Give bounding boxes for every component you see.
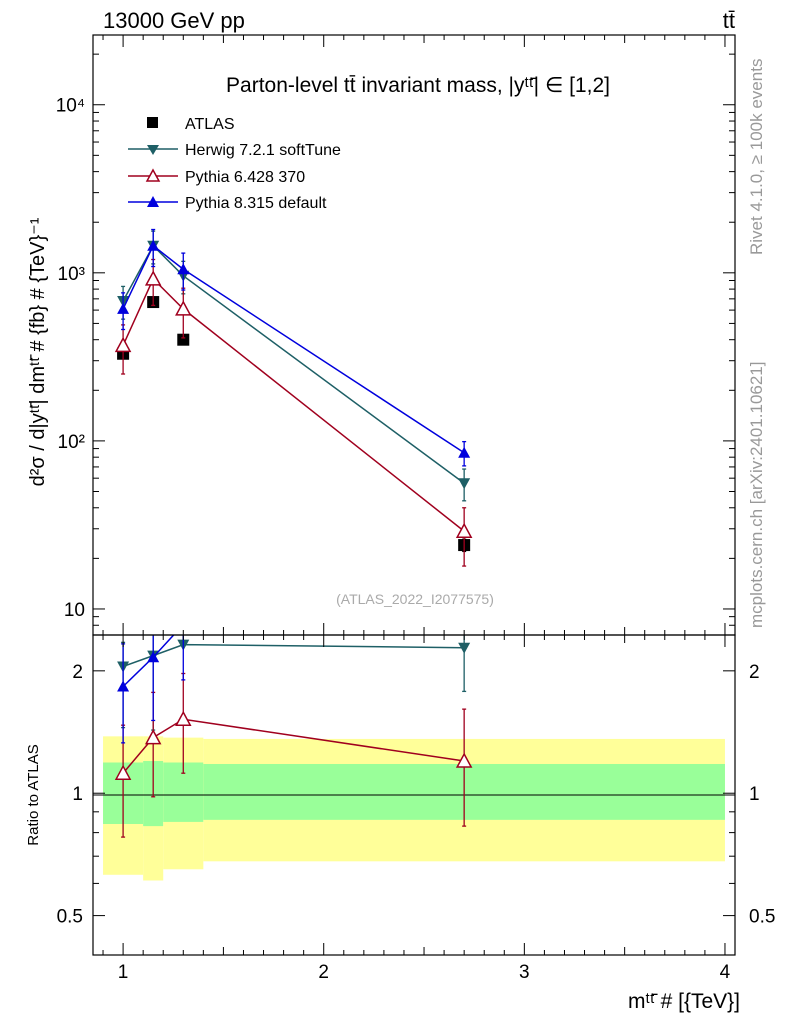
- ratio-ytick-label-right-0.5: 0.5: [749, 907, 775, 928]
- analysis-watermark: (ATLAS_2022_I2077575): [336, 591, 494, 607]
- main-point-pythia8-2: [177, 263, 190, 275]
- ratio-line-pythia8: [122, 635, 175, 688]
- ratio-point-herwig-3: [458, 642, 471, 654]
- legend-entry-atlas: ATLAS: [147, 116, 235, 133]
- legend-label-pythia6: Pythia 6.428 370: [185, 169, 305, 186]
- legend-entry-herwig: Herwig 7.2.1 softTune: [128, 142, 341, 159]
- main-series-layer: [114, 228, 473, 567]
- ratio-ytick-label-right-2: 2: [749, 662, 760, 683]
- legend-marker-pythia8: [147, 196, 159, 207]
- main-point-pythia8-0: [117, 302, 130, 314]
- main-line-pythia6: [122, 277, 465, 532]
- ratio-uncertainty-bands: [103, 736, 725, 881]
- legend-marker-herwig: [147, 145, 159, 155]
- legend-label-herwig: Herwig 7.2.1 softTune: [185, 142, 341, 159]
- legend-label-atlas: ATLAS: [185, 116, 235, 133]
- ratio-ytick-label-left-2: 2: [72, 662, 83, 683]
- ratio-ytick-label-left-1: 1: [72, 784, 83, 805]
- ratio-point-pythia8-0: [117, 680, 130, 692]
- main-point-pythia6-0: [114, 336, 132, 353]
- xtick-label-1: 1: [118, 962, 129, 983]
- main-point-herwig-3: [458, 478, 471, 490]
- ratio-point-pythia8-2: [177, 619, 189, 630]
- main-ytick-label-1000: 10³: [58, 264, 85, 285]
- legend-label-pythia8: Pythia 8.315 default: [185, 195, 327, 212]
- ratio-series-layer: [114, 566, 473, 838]
- x-axis-label: mᵗᵗ̄ # [{TeV}]: [628, 990, 740, 1013]
- ratio-plot-frame: [92, 634, 736, 956]
- axes-layer: 10 10² 10³ 10⁴ 0.5 0.5 1 1 2 2 1 2 3 4: [56, 35, 775, 983]
- legend-entry-pythia8: Pythia 8.315 default: [128, 195, 327, 212]
- main-point-pythia8-1: [147, 239, 160, 251]
- energy-label: 13000 GeV pp: [103, 8, 245, 33]
- mcplots-label: mcplots.cern.ch [arXiv:2401.10621]: [747, 362, 766, 628]
- main-line-herwig: [122, 244, 465, 484]
- ratio-line-pythia6: [122, 718, 465, 774]
- main-point-pythia6-2: [175, 300, 192, 316]
- ratio-point-pythia8-1: [147, 651, 160, 663]
- main-point-atlas-2: [177, 333, 190, 346]
- ratio-point-pythia6-1: [144, 729, 162, 745]
- legend-entry-pythia6: Pythia 6.428 370: [128, 168, 305, 186]
- xtick-label-3: 3: [519, 962, 530, 983]
- main-ytick-label-100: 10²: [58, 432, 85, 453]
- ratio-point-pythia8-3: [458, 566, 470, 577]
- chart-title: Parton-level tt̄ invariant mass, |yᵗᵗ̄| …: [226, 74, 610, 97]
- legend: ATLAS Herwig 7.2.1 softTune Pythia 6.428…: [128, 116, 341, 212]
- ratio-ytick-label-right-1: 1: [749, 784, 760, 805]
- ratio-ytick-label-left-0.5: 0.5: [57, 907, 83, 928]
- legend-marker-atlas: [147, 117, 158, 128]
- xtick-label-2: 2: [318, 962, 329, 983]
- main-line-pythia8: [122, 244, 465, 454]
- rivet-version-label: Rivet 4.1.0, ≥ 100k events: [747, 59, 766, 255]
- xtick-label-4: 4: [720, 962, 731, 983]
- process-label: tt̄: [723, 8, 735, 33]
- ratio-y-axis-label: Ratio to ATLAS: [25, 744, 42, 845]
- main-y-axis-label: d²σ / d|yᵗᵗ̄| dmᵗᵗ̄ # {fb} # {TeV}⁻¹: [27, 217, 49, 486]
- ratio-line-herwig: [122, 643, 465, 668]
- ratio-point-pythia6-2: [175, 710, 192, 727]
- ratio-point-pythia6-3: [455, 752, 473, 768]
- main-point-pythia6-3: [455, 522, 473, 538]
- legend-marker-pythia6: [145, 168, 161, 182]
- main-point-pythia6-1: [144, 270, 162, 286]
- ratio-point-pythia6-0: [114, 764, 132, 780]
- main-ytick-label-10: 10: [64, 600, 85, 621]
- main-point-pythia8-3: [458, 446, 471, 458]
- main-ytick-label-10000: 10⁴: [56, 96, 85, 117]
